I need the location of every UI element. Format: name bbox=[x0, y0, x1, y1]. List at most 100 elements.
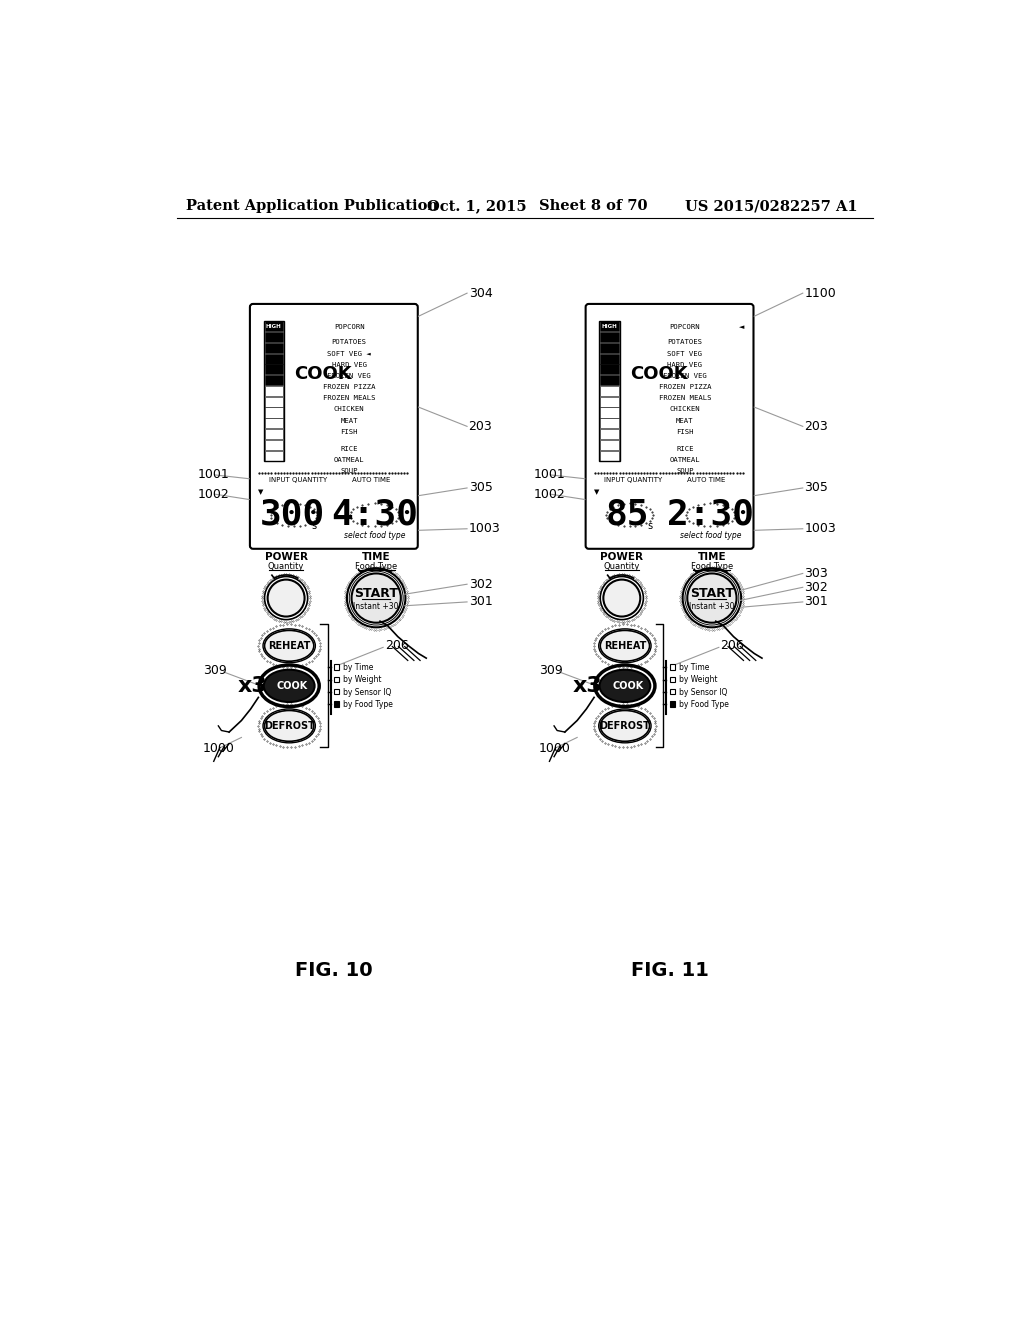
Circle shape bbox=[687, 573, 736, 623]
Text: MED: MED bbox=[603, 388, 616, 393]
Bar bbox=[264, 375, 283, 385]
Text: MEAT: MEAT bbox=[676, 417, 693, 424]
Circle shape bbox=[603, 579, 640, 616]
Text: HARD VEG: HARD VEG bbox=[668, 362, 702, 368]
Text: Sheet 8 of 70: Sheet 8 of 70 bbox=[539, 199, 647, 213]
Text: MEAT: MEAT bbox=[341, 417, 358, 424]
Text: 1003: 1003 bbox=[804, 523, 836, 536]
Text: 4:30: 4:30 bbox=[331, 498, 418, 532]
Text: TIME: TIME bbox=[697, 552, 726, 562]
Text: RICE: RICE bbox=[676, 446, 693, 451]
Text: 305: 305 bbox=[469, 482, 493, 495]
Text: FROZEN PIZZA: FROZEN PIZZA bbox=[658, 384, 712, 391]
Bar bbox=[600, 408, 618, 417]
Text: 300: 300 bbox=[260, 498, 325, 532]
Text: Quantity: Quantity bbox=[268, 562, 304, 572]
Text: AUTO TIME: AUTO TIME bbox=[351, 478, 390, 483]
Text: FROZEN MEALS: FROZEN MEALS bbox=[323, 395, 376, 401]
Text: COOK: COOK bbox=[276, 681, 308, 690]
Text: COOK: COOK bbox=[295, 366, 352, 383]
Text: 301: 301 bbox=[804, 595, 828, 609]
Text: 309: 309 bbox=[203, 664, 226, 677]
Text: Food Type: Food Type bbox=[355, 562, 397, 572]
Bar bbox=[334, 664, 339, 669]
Text: ▼: ▼ bbox=[594, 488, 599, 495]
Ellipse shape bbox=[600, 710, 649, 742]
Bar bbox=[334, 701, 339, 706]
Text: OATMEAL: OATMEAL bbox=[334, 457, 365, 463]
Text: x3: x3 bbox=[573, 676, 603, 696]
Ellipse shape bbox=[599, 669, 650, 702]
Text: FROZEN VEG: FROZEN VEG bbox=[328, 374, 371, 379]
Text: 1100: 1100 bbox=[804, 286, 836, 300]
Text: 305: 305 bbox=[804, 482, 828, 495]
Text: 1003: 1003 bbox=[469, 523, 501, 536]
Text: Quantity: Quantity bbox=[603, 562, 640, 572]
Bar bbox=[264, 343, 283, 352]
Text: 203: 203 bbox=[469, 420, 493, 433]
FancyBboxPatch shape bbox=[586, 304, 754, 549]
Bar bbox=[264, 364, 283, 375]
Text: Instant +30: Instant +30 bbox=[689, 602, 734, 611]
Text: Food Type: Food Type bbox=[691, 562, 733, 572]
Text: by Food Type: by Food Type bbox=[343, 700, 393, 709]
Text: 302: 302 bbox=[804, 581, 828, 594]
Bar bbox=[600, 364, 618, 375]
Bar bbox=[600, 418, 618, 428]
Text: POTATOES: POTATOES bbox=[332, 339, 367, 346]
Bar bbox=[264, 385, 283, 396]
Text: OATMEAL: OATMEAL bbox=[670, 457, 700, 463]
Text: 1000: 1000 bbox=[539, 742, 570, 755]
Text: COOK: COOK bbox=[612, 681, 644, 690]
Bar bbox=[264, 418, 283, 428]
Circle shape bbox=[267, 579, 304, 616]
Text: POWER: POWER bbox=[264, 552, 307, 562]
Text: POWER: POWER bbox=[600, 552, 643, 562]
Ellipse shape bbox=[264, 669, 314, 702]
Text: FROZEN VEG: FROZEN VEG bbox=[664, 374, 707, 379]
Text: SOUP: SOUP bbox=[676, 469, 693, 474]
Text: POTATOES: POTATOES bbox=[668, 339, 702, 346]
Text: AUTO TIME: AUTO TIME bbox=[687, 478, 726, 483]
Text: 2:30: 2:30 bbox=[667, 498, 754, 532]
Text: 303: 303 bbox=[804, 566, 828, 579]
Bar bbox=[600, 450, 618, 461]
Text: select food type: select food type bbox=[344, 531, 406, 540]
Bar bbox=[600, 397, 618, 407]
Bar bbox=[600, 333, 618, 342]
Text: MED: MED bbox=[267, 388, 281, 393]
Text: by Time: by Time bbox=[343, 663, 374, 672]
Text: FROZEN PIZZA: FROZEN PIZZA bbox=[323, 384, 376, 391]
Text: 206: 206 bbox=[385, 639, 409, 652]
Bar bbox=[334, 689, 339, 694]
Text: 85: 85 bbox=[606, 498, 650, 532]
Text: US 2015/0282257 A1: US 2015/0282257 A1 bbox=[685, 199, 857, 213]
Bar bbox=[670, 689, 675, 694]
Text: x3: x3 bbox=[238, 676, 267, 696]
Bar bbox=[264, 408, 283, 417]
Bar bbox=[600, 343, 618, 352]
Text: Oct. 1, 2015: Oct. 1, 2015 bbox=[427, 199, 526, 213]
Text: START: START bbox=[354, 587, 398, 601]
Text: HIGH: HIGH bbox=[266, 323, 282, 329]
Text: 309: 309 bbox=[539, 664, 562, 677]
Text: 1000: 1000 bbox=[203, 742, 234, 755]
Text: POPCORN: POPCORN bbox=[670, 323, 700, 330]
Text: Instant +30: Instant +30 bbox=[353, 602, 399, 611]
Bar bbox=[334, 677, 339, 682]
Bar bbox=[264, 429, 283, 440]
Text: 1002: 1002 bbox=[198, 487, 229, 500]
Text: SOUP: SOUP bbox=[341, 469, 358, 474]
Bar bbox=[264, 321, 284, 461]
Text: 206: 206 bbox=[720, 639, 744, 652]
Text: 203: 203 bbox=[804, 420, 828, 433]
Text: by Sensor IQ: by Sensor IQ bbox=[679, 688, 727, 697]
Text: INPUT QUANTITY: INPUT QUANTITY bbox=[268, 478, 327, 483]
Text: FISH: FISH bbox=[341, 429, 358, 434]
Circle shape bbox=[351, 573, 400, 623]
Text: select food type: select food type bbox=[680, 531, 741, 540]
Ellipse shape bbox=[600, 631, 649, 661]
Text: COOK: COOK bbox=[631, 366, 688, 383]
Text: RICE: RICE bbox=[341, 446, 358, 451]
Text: CHICKEN: CHICKEN bbox=[334, 407, 365, 412]
